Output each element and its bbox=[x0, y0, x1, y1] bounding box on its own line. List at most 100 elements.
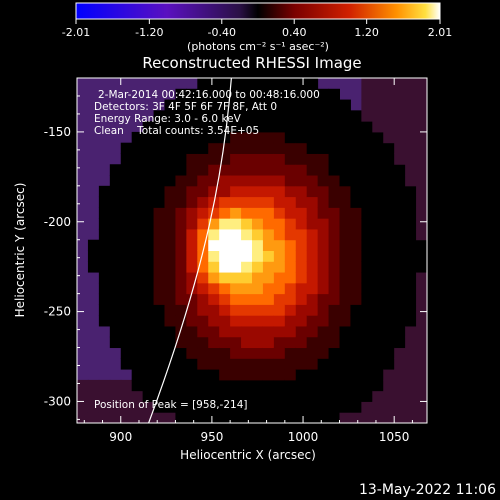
map-cell bbox=[230, 153, 242, 165]
map-cell bbox=[131, 293, 144, 305]
map-cell bbox=[219, 261, 231, 273]
map-cell bbox=[230, 88, 242, 101]
map-cell bbox=[273, 390, 286, 402]
map-cell bbox=[186, 250, 198, 262]
map-cell bbox=[230, 131, 242, 144]
map-cell bbox=[197, 121, 209, 133]
map-cell bbox=[361, 336, 373, 349]
map-cell bbox=[230, 239, 242, 251]
map-cell bbox=[142, 336, 155, 349]
map-cell bbox=[241, 282, 253, 295]
map-cell bbox=[317, 272, 330, 284]
map-cell bbox=[317, 207, 330, 219]
annotation-clean-counts: Clean Total counts: 3.54E+05 bbox=[94, 125, 259, 137]
map-cell bbox=[197, 304, 209, 316]
map-cell bbox=[131, 239, 144, 251]
map-cell bbox=[219, 142, 231, 154]
map-cell bbox=[328, 185, 340, 198]
map-cell bbox=[284, 110, 297, 122]
map-cell bbox=[175, 272, 187, 284]
map-cell bbox=[350, 412, 362, 423]
map-cell bbox=[186, 304, 198, 316]
map-cell bbox=[405, 304, 417, 316]
map-cell bbox=[372, 412, 384, 423]
map-cell bbox=[142, 304, 155, 316]
map-cell bbox=[361, 110, 373, 122]
map-cell bbox=[416, 293, 427, 305]
map-cell bbox=[361, 347, 373, 359]
map-cell bbox=[394, 88, 406, 101]
map-cell bbox=[372, 293, 384, 305]
y-tick-label: -150 bbox=[44, 125, 71, 139]
map-cell bbox=[109, 315, 122, 327]
map-cell bbox=[317, 228, 330, 241]
map-cell bbox=[317, 196, 330, 208]
map-cell bbox=[186, 196, 198, 208]
map-cell bbox=[197, 412, 209, 423]
map-cell bbox=[208, 358, 220, 370]
map-cell bbox=[164, 175, 176, 187]
map-cell bbox=[164, 121, 176, 133]
map-cell bbox=[98, 304, 111, 316]
map-cell bbox=[131, 164, 144, 176]
map-cell bbox=[273, 250, 286, 262]
map-cell bbox=[328, 196, 340, 208]
map-cell bbox=[262, 412, 275, 423]
map-cell bbox=[197, 153, 209, 165]
map-cell bbox=[197, 185, 209, 198]
map-cell bbox=[350, 261, 362, 273]
map-cell bbox=[383, 164, 395, 176]
map-cell bbox=[131, 153, 144, 165]
map-cell bbox=[306, 250, 319, 262]
map-cell bbox=[131, 379, 144, 392]
map-cell bbox=[262, 304, 275, 316]
map-cell bbox=[383, 99, 395, 111]
map-cell bbox=[131, 196, 144, 208]
map-cell bbox=[284, 218, 297, 230]
map-cell bbox=[284, 164, 297, 176]
map-cell bbox=[208, 131, 220, 144]
map-cell bbox=[383, 185, 395, 198]
map-cell bbox=[339, 336, 351, 349]
map-cell bbox=[241, 347, 253, 359]
map-cell bbox=[328, 250, 340, 262]
map-cell bbox=[164, 131, 176, 144]
map-cell bbox=[339, 401, 351, 413]
map-cell bbox=[142, 239, 155, 251]
map-cell bbox=[153, 315, 165, 327]
map-cell bbox=[153, 228, 165, 241]
map-cell bbox=[153, 325, 165, 338]
map-cell bbox=[241, 131, 253, 144]
map-cell bbox=[350, 401, 362, 413]
map-cell bbox=[186, 239, 198, 251]
map-cell bbox=[361, 218, 373, 230]
map-cell bbox=[273, 347, 286, 359]
map-cell bbox=[131, 131, 144, 144]
map-cell bbox=[219, 196, 231, 208]
map-cell bbox=[153, 196, 165, 208]
map-cell bbox=[131, 142, 144, 154]
map-cell bbox=[284, 282, 297, 295]
map-cell bbox=[142, 315, 155, 327]
map-cell bbox=[142, 401, 155, 413]
map-cell bbox=[219, 99, 231, 111]
map-cell bbox=[350, 325, 362, 338]
map-cell bbox=[372, 282, 384, 295]
map-cell bbox=[230, 196, 242, 208]
map-cell bbox=[394, 358, 406, 370]
map-cell bbox=[416, 250, 427, 262]
map-cell bbox=[252, 131, 264, 144]
map-cell bbox=[273, 153, 286, 165]
map-cell bbox=[262, 325, 275, 338]
map-cell bbox=[394, 304, 406, 316]
map-cell bbox=[350, 142, 362, 154]
map-cell bbox=[350, 207, 362, 219]
map-cell bbox=[219, 175, 231, 187]
map-cell bbox=[186, 207, 198, 219]
map-cell bbox=[186, 99, 198, 111]
map-cell bbox=[153, 282, 165, 295]
map-cell bbox=[317, 325, 330, 338]
map-cell bbox=[284, 142, 297, 154]
colorbar: -2.01 -1.20 -0.40 0.40 1.20 2.01 (photons cm⁻… bbox=[62, 2, 452, 53]
map-cell bbox=[383, 110, 395, 122]
